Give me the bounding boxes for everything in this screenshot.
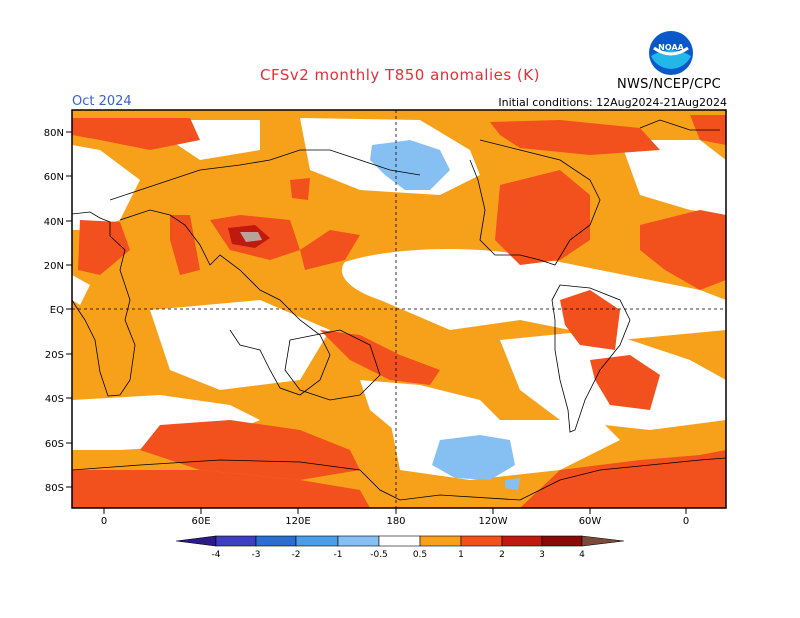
lat-label-20n: 20N [44,261,64,272]
forecast-month: Oct 2024 [72,94,132,109]
lon-label-0-east: 0 [683,516,689,527]
lon-label-0: 0 [101,516,107,527]
lon-label-60w: 60W [579,516,602,527]
lat-label-60n: 60N [44,172,64,183]
legend-label-3: 3 [539,550,545,560]
agency-label: NWS/NCEP/CPC [617,77,722,92]
legend-label-4: 4 [579,550,585,560]
lat-label-60s: 60S [45,439,64,450]
lon-label-120e: 120E [285,516,310,527]
lat-label-80n: 80N [44,128,64,139]
legend-swatch-neg3-neg2 [255,535,297,547]
legend-label-neg4: -4 [212,550,221,560]
color-legend: -4 -3 -2 -1 -0.5 0.5 1 2 3 4 [175,535,625,560]
noaa-logo-text: NOAA [658,43,684,52]
legend-swatch-lt-neg4 [175,535,217,547]
legend-swatch-05-1 [419,535,462,547]
coastlines [72,119,726,501]
lon-label-60e: 60E [191,516,210,527]
legend-swatch-neutral [378,535,421,547]
legend-swatch-neg2-neg1 [295,535,339,547]
noaa-logo: NOAA [649,31,693,75]
legend-label-neg05: -0.5 [370,550,388,560]
legend-swatch-3-4 [541,535,583,547]
lat-label-40n: 40N [44,217,64,228]
legend-label-2: 2 [499,550,505,560]
lat-label-80s: 80S [45,483,64,494]
legend-label-neg2: -2 [292,550,301,560]
legend-label-neg1: -1 [334,550,343,560]
lat-label-40s: 40S [45,394,64,405]
legend-swatch-neg1-neg05 [337,535,380,547]
lon-axis: 0 60E 120E 180 120W 60W 0 [101,508,689,527]
legend-swatch-gt-4 [581,535,625,547]
lon-label-180: 180 [386,516,405,527]
legend-label-1: 1 [458,550,464,560]
lat-label-20s: 20S [45,350,64,361]
legend-swatch-2-3 [501,535,543,547]
legend-label-neg3: -3 [252,550,261,560]
map-title: CFSv2 monthly T850 anomalies (K) [260,66,540,84]
legend-swatch-neg4-neg3 [215,535,257,547]
lon-label-120w: 120W [479,516,508,527]
legend-label-05: 0.5 [413,550,427,560]
initial-conditions: Initial conditions: 12Aug2024-21Aug2024 [498,96,727,109]
legend-swatch-1-2 [460,535,503,547]
lat-label-eq: EQ [50,305,64,316]
lat-axis: 80N 60N 40N 20N EQ 20S 40S 60S 80S [44,128,72,494]
